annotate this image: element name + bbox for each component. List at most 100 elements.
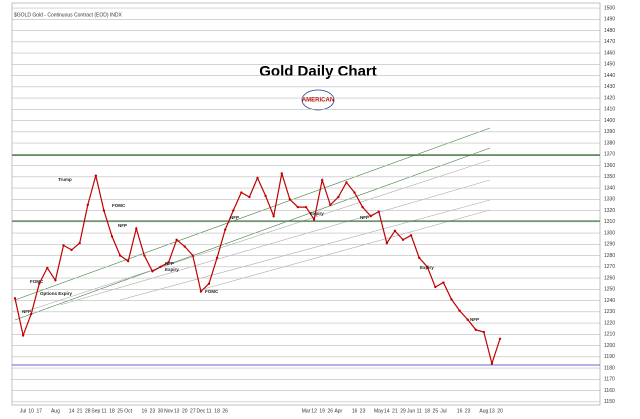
y-tick-label: 1450	[604, 62, 615, 68]
annotation: NFP	[118, 223, 127, 228]
price-point	[199, 290, 203, 293]
y-tick-label: 1310	[604, 219, 615, 225]
x-tick-label: Jun	[407, 408, 415, 414]
price-point	[70, 248, 73, 252]
price-point	[175, 238, 178, 241]
level-lines	[12, 154, 600, 366]
x-tick-label: Sep	[91, 408, 100, 414]
y-tick-label: 1420	[604, 95, 615, 101]
price-point	[329, 203, 332, 207]
y-tick-label: 1220	[604, 320, 615, 326]
price-point	[482, 330, 486, 334]
y-tick-label: 1180	[604, 365, 615, 371]
price-point	[272, 214, 275, 218]
y-tick-label: 1470	[604, 39, 615, 45]
x-tick-label: 18	[424, 408, 430, 414]
x-tick-label: 23	[150, 408, 156, 414]
y-tick-label: 1240	[604, 298, 615, 304]
x-tick-label: Oct	[124, 408, 132, 414]
trend-line	[59, 179, 491, 306]
annotation: FOMC	[205, 289, 219, 294]
x-tick-label: 14	[69, 408, 75, 414]
y-tick-label: 1210	[604, 332, 615, 338]
price-point	[288, 198, 292, 201]
x-tick-label: 12	[311, 408, 317, 414]
annotation: FOMC	[30, 279, 44, 284]
y-tick-label: 1290	[604, 242, 615, 248]
price-point	[167, 261, 170, 264]
price-point	[312, 218, 316, 221]
y-tick-label: 1330	[604, 197, 615, 203]
price-point	[54, 279, 57, 282]
price-point	[143, 254, 146, 257]
price-point	[102, 209, 106, 212]
y-tick-label: 1430	[604, 84, 615, 90]
y-tick-label: 1410	[604, 107, 615, 113]
price-point	[385, 241, 389, 245]
price-point	[296, 205, 300, 209]
y-tick-label: 1390	[604, 129, 615, 135]
x-tick-label: 21	[392, 408, 398, 414]
price-point	[450, 298, 453, 301]
annotation: Expiry	[165, 267, 179, 272]
trend-line	[29, 159, 491, 311]
y-tick-label: 1500	[604, 5, 615, 11]
price-point	[38, 282, 41, 285]
price-point	[135, 227, 138, 230]
x-tick-label: 16	[142, 408, 148, 414]
y-tick-label: 1360	[604, 163, 615, 169]
x-tick-label: 21	[77, 408, 83, 414]
price-point	[21, 334, 25, 337]
price-point	[474, 328, 477, 331]
annotation: NFP	[230, 215, 239, 220]
y-tick-label: 1170	[604, 377, 615, 383]
y-tick-label: 1150	[604, 399, 615, 405]
price-point	[264, 194, 267, 198]
price-point	[13, 297, 17, 300]
price-point	[118, 254, 122, 257]
x-tick-label: 27	[190, 408, 196, 414]
x-tick-label: 20	[497, 408, 503, 414]
x-tick-label: 25	[117, 408, 123, 414]
price-point	[126, 259, 130, 263]
price-point	[417, 256, 421, 259]
y-tick-label: 1460	[604, 50, 615, 56]
price-point	[320, 178, 324, 182]
x-tick-label: 23	[360, 408, 366, 414]
y-tick-label: 1270	[604, 264, 615, 270]
price-point	[151, 270, 154, 273]
x-tick-label: 28	[85, 408, 91, 414]
chart-title: Gold Daily Chart	[259, 63, 377, 80]
price-point	[434, 285, 437, 289]
y-tick-label: 1280	[604, 253, 615, 259]
price-point	[191, 254, 195, 257]
x-tick-label: 14	[384, 408, 390, 414]
x-tick-label: 26	[222, 408, 228, 414]
logo-text: AMERICAN	[302, 98, 334, 104]
price-point	[466, 318, 469, 321]
annotation: Options Expiry	[40, 291, 73, 296]
chart-subtitle: $GOLD Gold - Continuous Contract (EOD) I…	[14, 12, 122, 18]
price-point	[409, 234, 413, 237]
price-point	[94, 174, 98, 177]
x-tick-label: 25	[433, 408, 439, 414]
price-point	[215, 256, 219, 259]
annotation: Expiry	[420, 265, 434, 270]
price-point	[393, 229, 397, 232]
x-tick-label: 16	[352, 408, 358, 414]
x-tick-label: Jul	[440, 408, 446, 414]
x-tick-label: 17	[36, 408, 42, 414]
trend-line	[14, 127, 491, 301]
y-tick-label: 1350	[604, 174, 615, 180]
y-tick-label: 1380	[604, 140, 615, 146]
annotation: Trump	[58, 177, 72, 182]
x-tick-label: Aug	[479, 408, 488, 414]
x-tick-label: Jul	[20, 408, 26, 414]
price-point	[46, 266, 49, 270]
y-tick-label: 1160	[604, 388, 615, 394]
price-point	[304, 205, 308, 209]
x-tick-label: 18	[109, 408, 115, 414]
x-tick-label: 18	[214, 408, 220, 414]
x-tick-label: 11	[206, 408, 211, 414]
price-point	[490, 362, 494, 365]
